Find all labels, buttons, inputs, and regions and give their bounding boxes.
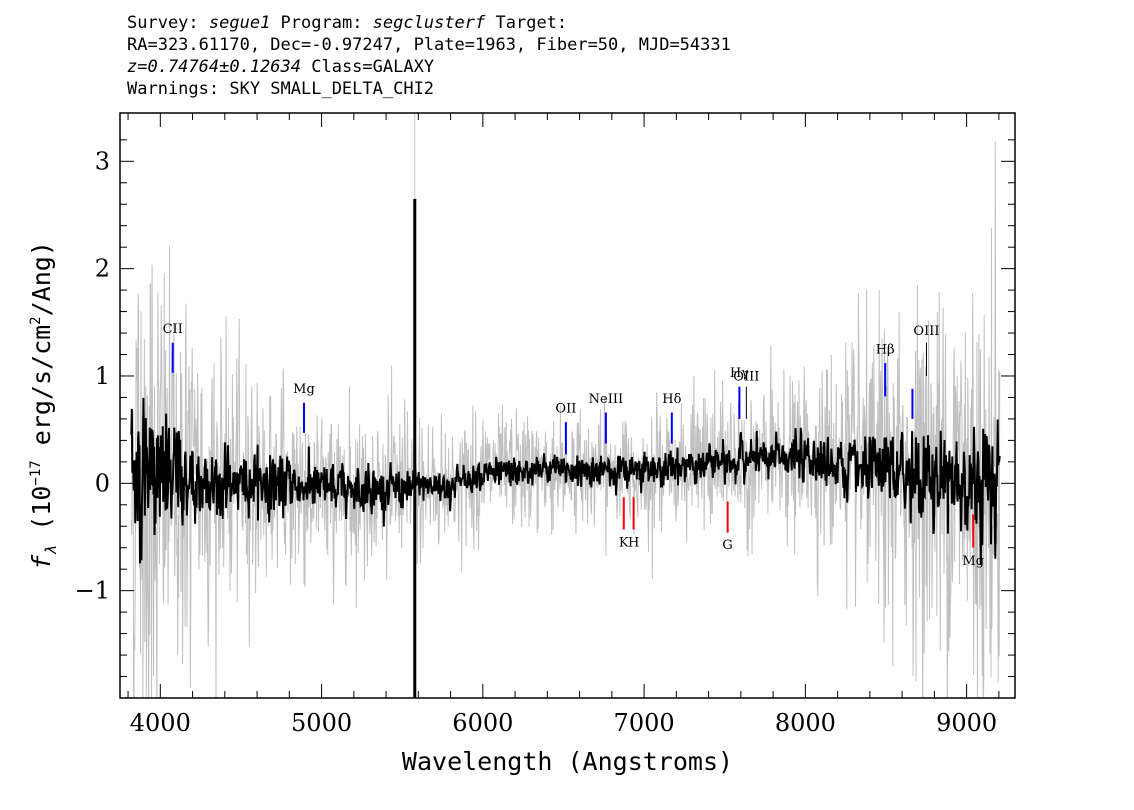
x-tick-label: 6000	[452, 709, 513, 737]
line-label: H	[628, 536, 639, 551]
y-tick-label: 1	[95, 362, 110, 390]
x-tick-labels: 4000 5000 6000 7000 8000 9000	[130, 709, 997, 737]
line-label: Mg	[293, 382, 315, 397]
line-label: Hβ	[876, 342, 895, 357]
target-label: Target:	[485, 13, 568, 33]
spectrum-header: Survey: segue1 Program: segclusterf Targ…	[127, 12, 731, 100]
line-label: Mg	[962, 554, 984, 569]
flux-line	[130, 397, 1001, 565]
line-label: CII	[163, 322, 183, 337]
survey-label: Survey:	[127, 13, 209, 33]
x-tick-label: 5000	[291, 709, 352, 737]
line-label: Hδ	[662, 392, 681, 407]
class-value: Class=GALAXY	[301, 57, 435, 77]
line-label: NeIII	[589, 392, 623, 407]
x-tick-label: 7000	[614, 709, 675, 737]
header-line-warnings: Warnings: SKY SMALL_DELTA_CHI2	[127, 79, 435, 99]
y-tick-label: 3	[95, 147, 110, 175]
line-label: Hγ	[730, 366, 749, 381]
line-label: OII	[555, 401, 576, 416]
axis-ticks	[120, 113, 1015, 698]
x-tick-label: 4000	[130, 709, 191, 737]
line-label: OIII	[733, 369, 759, 384]
redshift-value: z=0.74764±0.12634	[127, 57, 301, 77]
y-tick-label: −1	[75, 577, 110, 605]
x-tick-label: 9000	[936, 709, 997, 737]
plot-frame	[119, 112, 1016, 699]
header-line-redshift: z=0.74764±0.12634 Class=GALAXY	[127, 56, 731, 78]
y-tick-label: 0	[95, 469, 110, 497]
program-label: Program:	[270, 13, 373, 33]
y-tick-labels: −1 0 1 2 3	[75, 147, 110, 604]
x-axis-label: Wavelength (Angstroms)	[402, 747, 733, 776]
line-label: G	[722, 538, 732, 553]
x-tick-label: 8000	[775, 709, 836, 737]
y-axis-label: fλ (10−17 erg/s/cm2/Ang)	[27, 241, 60, 570]
header-line-coordinates: RA=323.61170, Dec=-0.97247, Plate=1963, …	[127, 35, 731, 55]
line-label: K	[619, 536, 629, 551]
y-tick-label: 2	[95, 255, 110, 283]
flux-series	[130, 397, 1001, 565]
survey-value: segue1	[208, 13, 271, 33]
program-value: segclusterf	[372, 13, 486, 33]
header-line-survey: Survey: segue1 Program: segclusterf Targ…	[127, 12, 731, 34]
line-label: OIII	[913, 324, 939, 339]
